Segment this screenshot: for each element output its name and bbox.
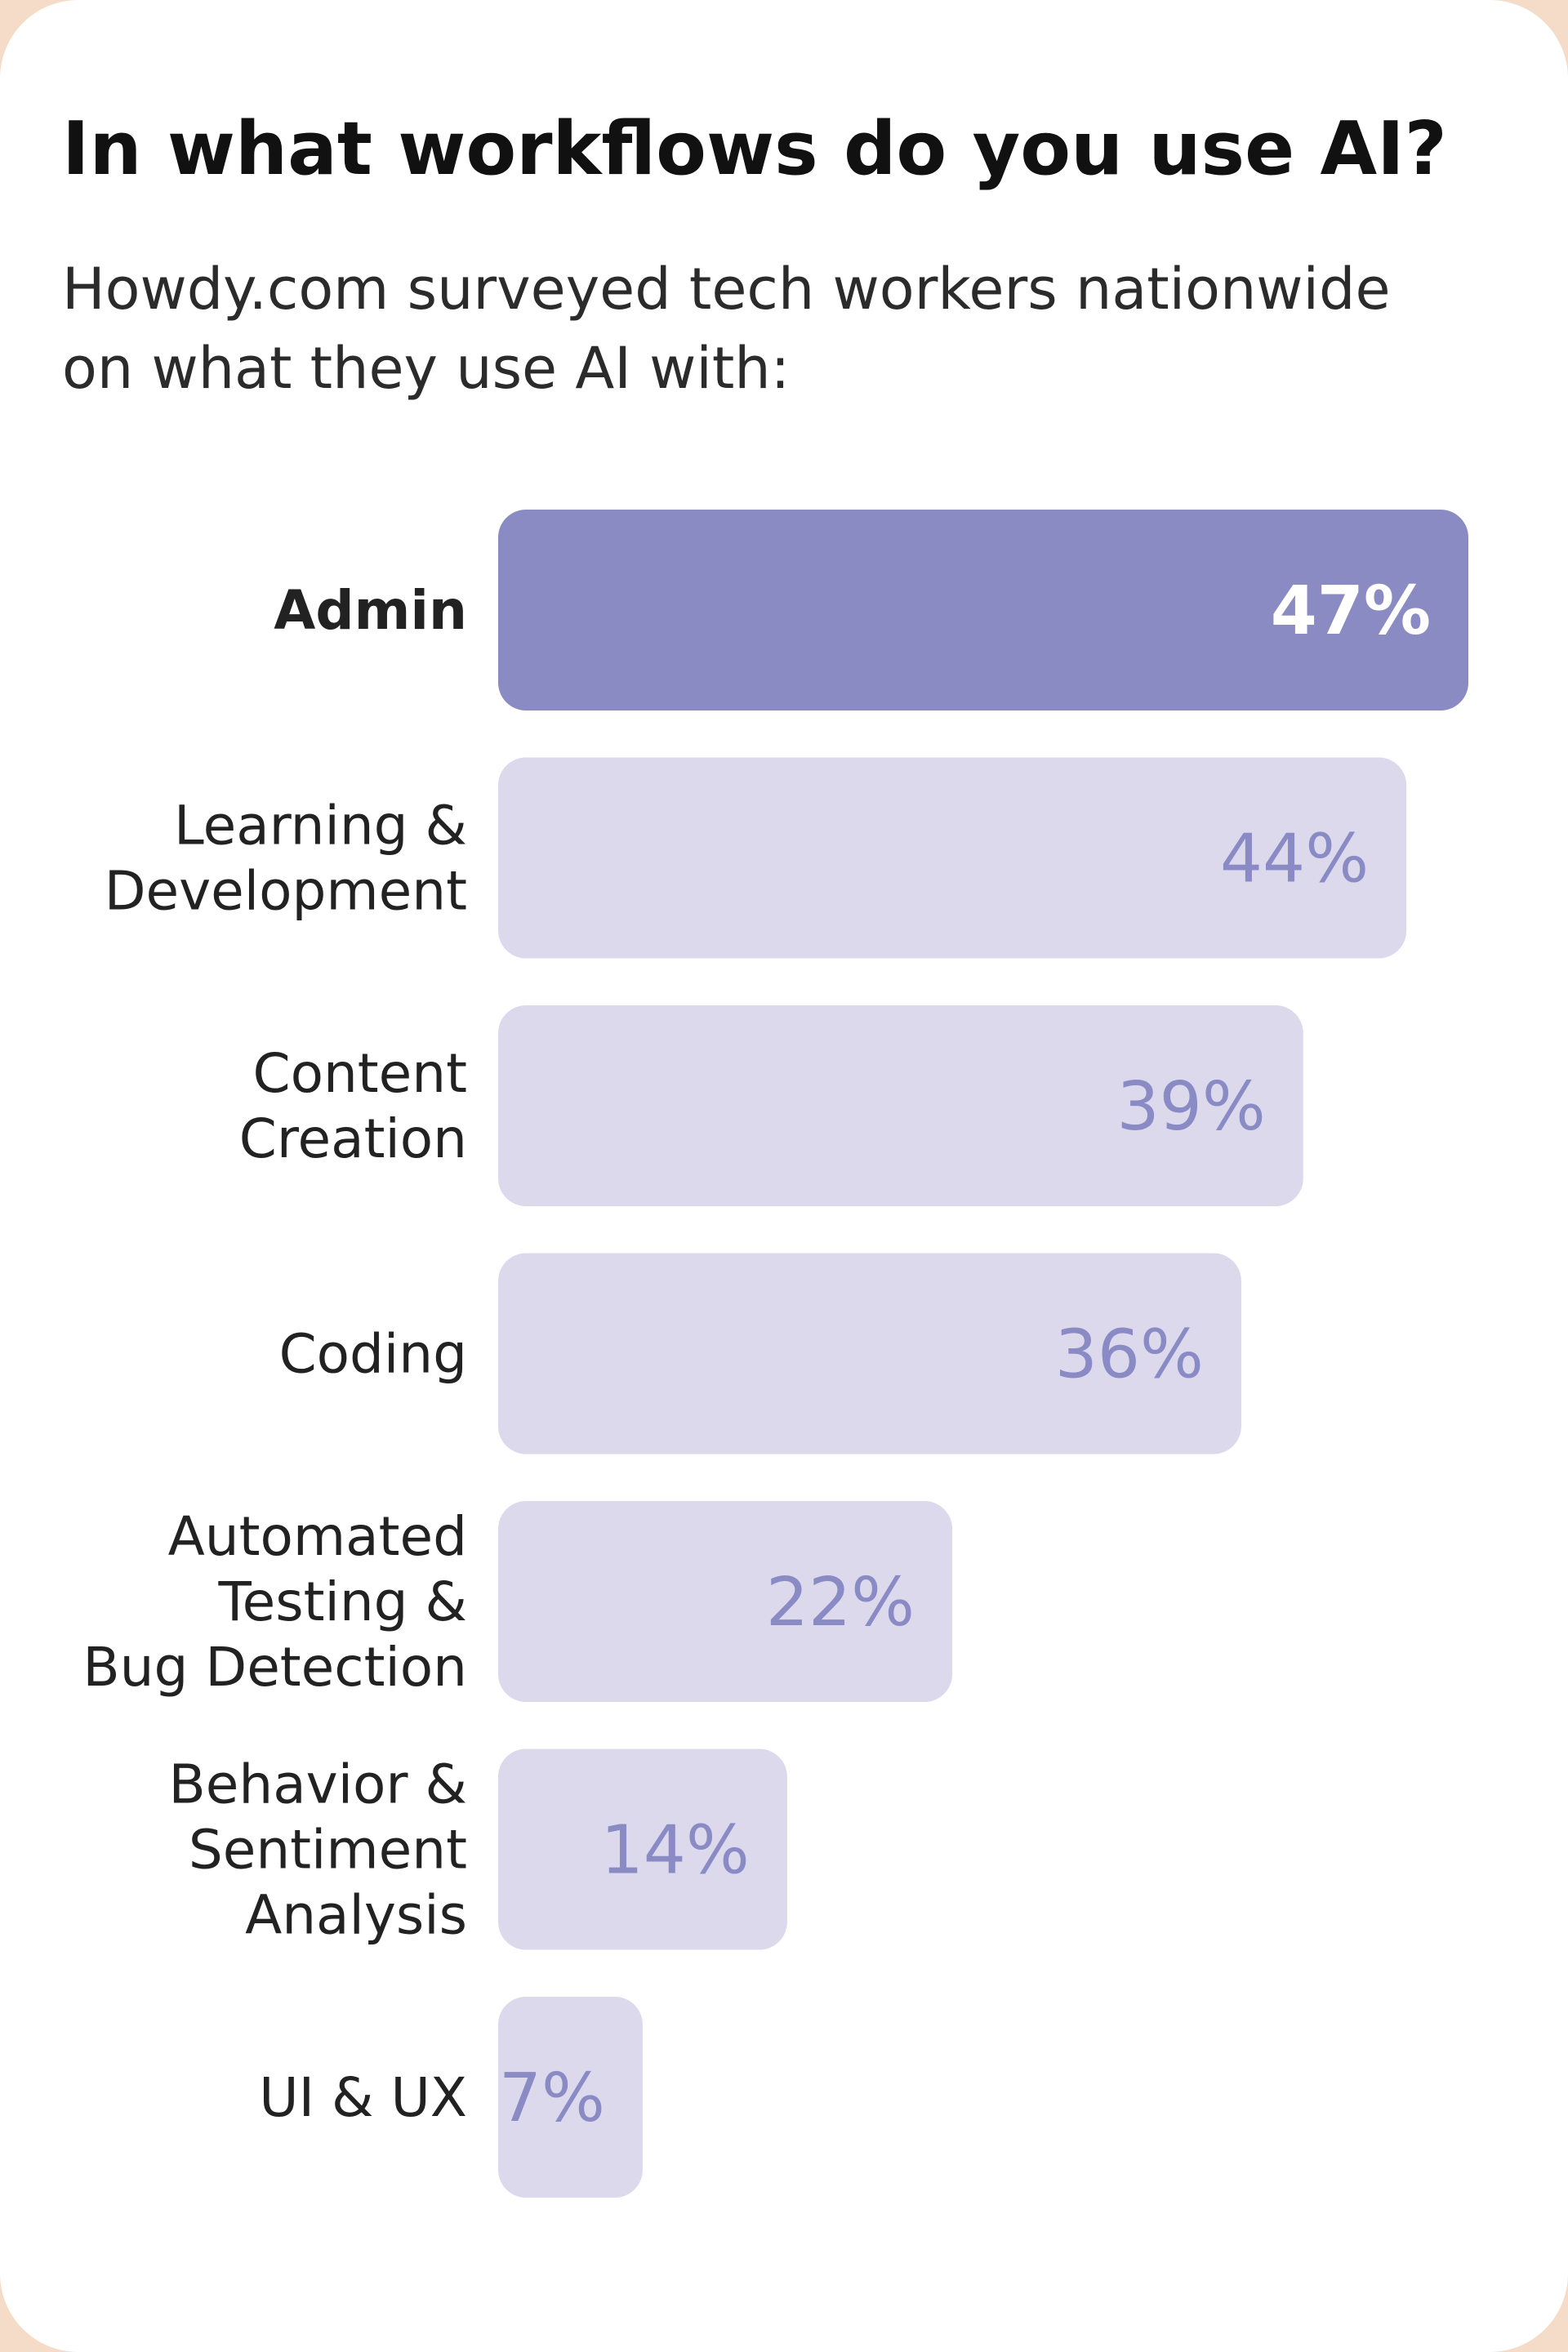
category-label-line: Content [253,1042,468,1105]
category-label-6: Behavior & Sentiment Analysis [168,1753,467,1947]
category-label-line: Testing & [218,1570,467,1633]
bar-4 [498,1253,1241,1454]
category-label-line: UI & UX [259,2066,467,2129]
category-label-line: Learning & [174,795,467,858]
category-label-line: Admin [274,579,467,642]
bar-5 [498,1501,953,1702]
value-label-6: 14% [601,1812,750,1890]
category-label-2: Learning & Development [105,795,467,923]
category-label-line: Behavior & [168,1753,467,1816]
bar-7 [498,1997,643,2198]
bar-1 [498,510,1468,710]
bar-2 [498,757,1407,959]
value-label-3: 39% [1117,1068,1266,1146]
category-label-1: Admin [274,579,467,642]
chart-subtitle: Howdy.com surveyed tech workers nationwi… [62,256,1391,402]
bar-3 [498,1005,1303,1206]
chart-title: In what workflows do you use AI? [62,106,1447,192]
category-label-line: Coding [279,1323,467,1386]
category-label-line: Bug Detection [82,1636,467,1699]
value-label-4: 36% [1055,1316,1204,1394]
value-label-5: 22% [766,1564,915,1642]
value-label-7: 7% [499,2060,605,2137]
category-label-line: Development [105,860,467,923]
category-label-line: Creation [239,1107,467,1170]
category-label-4: Coding [279,1323,467,1386]
category-label-line: Analysis [245,1884,467,1947]
category-label-5: Automated Testing & Bug Detection [82,1505,467,1699]
category-label-line: Sentiment [189,1819,467,1882]
category-label-3: Content Creation [239,1042,467,1170]
category-label-7: UI & UX [259,2066,467,2129]
value-label-2: 44% [1220,821,1369,898]
bar-6 [498,1748,787,1950]
value-label-1: 47% [1271,572,1431,650]
category-label-line: Automated [168,1505,467,1568]
